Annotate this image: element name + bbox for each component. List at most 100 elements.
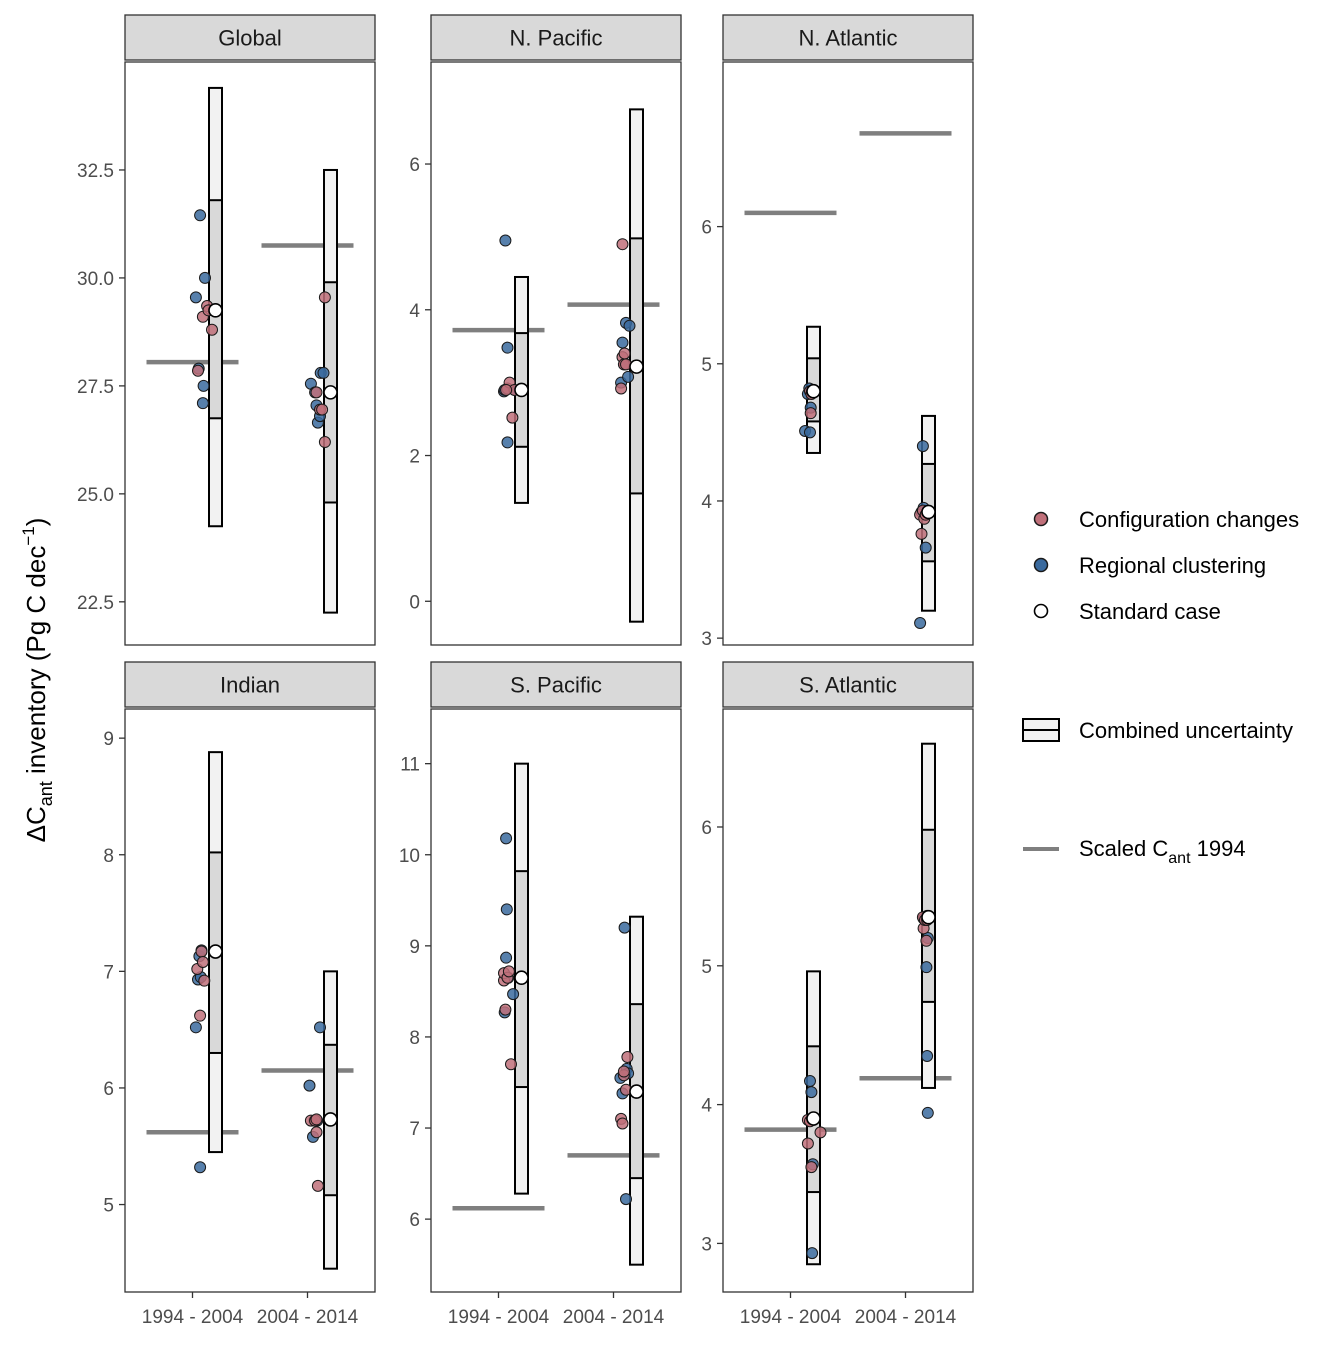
- standard-case-point: [323, 1112, 338, 1127]
- configuration-change-point: [617, 1065, 630, 1078]
- regional-clustering-point: [623, 319, 636, 332]
- configuration-change-point: [311, 1179, 324, 1192]
- category-group-2: [567, 915, 660, 1266]
- legend-standard-dot: [1033, 603, 1049, 619]
- facet-strip: [722, 14, 974, 61]
- y-title-main: C: [21, 806, 51, 825]
- standard-case-point: [514, 382, 529, 398]
- regional-clustering-point: [616, 336, 629, 349]
- configuration-change-point: [198, 974, 211, 987]
- svg-text:ΔCant inventory (Pg C dec−1): ΔCant inventory (Pg C dec−1): [19, 518, 56, 843]
- regional-clustering-point: [500, 832, 513, 845]
- x-tick-label: 2004 - 2014: [563, 1307, 665, 1328]
- legend-uncertainty-key: [1022, 718, 1060, 742]
- y-tick-label: 6: [701, 218, 712, 239]
- configuration-change-point: [499, 1003, 512, 1016]
- y-tick-label: 8: [409, 1028, 420, 1049]
- y-tick-label: 6: [103, 1079, 114, 1100]
- standard-case-point: [629, 359, 644, 374]
- y-tick-label: 4: [701, 1096, 712, 1117]
- configuration-change-point: [505, 1058, 517, 1071]
- facet-strip: [430, 14, 682, 61]
- configuration-change-point: [500, 383, 513, 396]
- facet-strip-label: S. Pacific: [510, 673, 602, 698]
- y-tick-label: 7: [409, 1119, 420, 1140]
- facet-strip: [430, 661, 682, 708]
- x-tick-label: 1994 - 2004: [740, 1307, 842, 1328]
- y-tick-label: 7: [103, 962, 114, 983]
- regional-clustering-point: [804, 1075, 816, 1088]
- regional-clustering-point: [189, 291, 202, 304]
- panel-global: Global 22.5 25.0 27.5 30.0 32.5: [77, 14, 376, 646]
- standard-case-point: [921, 909, 936, 925]
- x-tick-label: 1994 - 2004: [142, 1307, 244, 1328]
- configuration-change-point: [318, 291, 331, 304]
- regional-clustering-point: [194, 209, 207, 222]
- y-tick-label: 3: [701, 629, 712, 650]
- standard-case-point: [806, 383, 821, 399]
- regional-clustering-point: [507, 988, 520, 1001]
- regional-clustering-point: [921, 1106, 934, 1119]
- legend-scaled-prefix: Scaled C: [1079, 836, 1168, 861]
- y-tick-label: 4: [409, 301, 420, 322]
- regional-clustering-point: [618, 921, 631, 934]
- panel-s-atlantic: S. Atlantic 3 4 5 6 1994 - 2004 2004 - 2014: [701, 661, 974, 1328]
- category-group-1: [452, 234, 545, 504]
- y-tick-label: 30.0: [77, 269, 114, 290]
- y-tick-label: 5: [701, 355, 712, 376]
- regional-clustering-point: [914, 617, 927, 630]
- facet-strip-label: S. Atlantic: [799, 673, 897, 698]
- standard-case-point: [323, 385, 338, 400]
- regional-clustering-point: [199, 271, 211, 284]
- x-tick-label: 1994 - 2004: [448, 1307, 550, 1328]
- standard-case-point: [629, 1084, 644, 1099]
- y-title-prefix: Δ: [21, 825, 51, 842]
- legend-configuration-dot: [1033, 511, 1049, 527]
- y-tick-label: 11: [400, 755, 420, 776]
- configuration-change-point: [915, 527, 928, 540]
- y-tick-label: 27.5: [77, 377, 114, 398]
- legend-scaled-label: Scaled Cant 1994: [1079, 836, 1246, 867]
- regional-clustering-point: [501, 341, 514, 354]
- regional-clustering-point: [916, 440, 929, 453]
- y-tick-label: 4: [701, 492, 712, 513]
- standard-case-point: [514, 970, 529, 986]
- standard-case-point: [921, 504, 936, 520]
- configuration-change-point: [310, 1126, 323, 1139]
- regional-clustering-point: [500, 951, 513, 964]
- y-tick-label: 3: [701, 1234, 712, 1255]
- facet-strip-label: N. Atlantic: [798, 26, 897, 51]
- configuration-change-point: [804, 407, 817, 420]
- facet-strip-label: N. Pacific: [510, 26, 603, 51]
- y-title-end: ): [21, 518, 51, 527]
- facet-strip: [722, 661, 974, 708]
- facet-strip: [124, 14, 376, 61]
- panel-s-pacific: S. Pacific 6 7 8 9 10 11 1994 - 2004 2004 - 2014: [399, 661, 682, 1328]
- regional-clustering-point: [317, 366, 330, 379]
- regional-clustering-point: [197, 379, 210, 392]
- category-group-2: [859, 131, 952, 630]
- legend-standard-label: Standard case: [1079, 599, 1221, 624]
- y-tick-label: 5: [701, 957, 712, 978]
- y-axis-title: ΔCant inventory (Pg C dec−1): [19, 518, 56, 843]
- regional-clustering-point: [303, 1079, 316, 1092]
- y-tick-label: 22.5: [77, 593, 114, 614]
- configuration-change-point: [506, 411, 519, 424]
- legend-regional-label: Regional clustering: [1079, 553, 1266, 578]
- standard-case-point: [806, 1111, 821, 1126]
- x-tick-label: 2004 - 2014: [855, 1307, 957, 1328]
- regional-clustering-point: [805, 1086, 818, 1099]
- configuration-change-point: [318, 436, 331, 449]
- configuration-change-point: [502, 965, 515, 978]
- category-group-2: [261, 970, 354, 1270]
- configuration-change-point: [805, 1161, 818, 1174]
- y-tick-label: 6: [409, 155, 420, 176]
- category-group-1: [146, 751, 239, 1174]
- regional-clustering-point: [804, 426, 816, 439]
- legend-scaled-suffix: 1994: [1191, 836, 1246, 861]
- regional-clustering-point: [314, 1021, 326, 1034]
- configuration-change-point: [194, 1009, 207, 1022]
- configuration-change-point: [616, 1117, 629, 1130]
- category-group-2: [261, 168, 354, 614]
- configuration-change-point: [192, 364, 204, 377]
